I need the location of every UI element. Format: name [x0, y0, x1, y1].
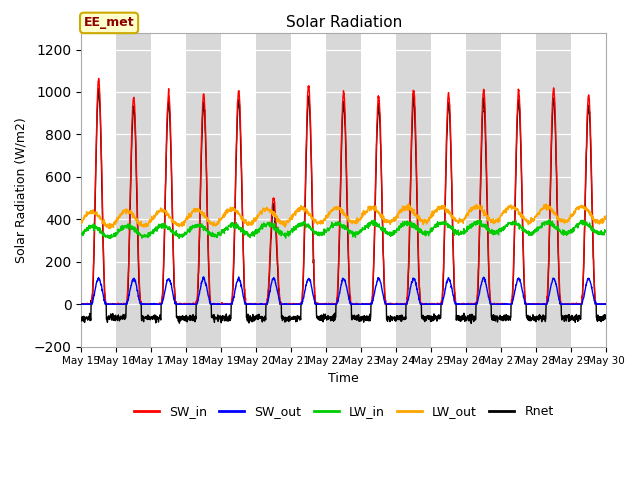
- Title: Solar Radiation: Solar Radiation: [285, 15, 402, 30]
- Bar: [116, 33, 151, 347]
- Legend: SW_in, SW_out, LW_in, LW_out, Rnet: SW_in, SW_out, LW_in, LW_out, Rnet: [129, 400, 559, 423]
- X-axis label: Time: Time: [328, 372, 359, 385]
- Bar: [256, 33, 291, 347]
- Bar: [466, 33, 501, 347]
- Bar: [536, 33, 571, 347]
- Bar: [396, 33, 431, 347]
- Bar: [326, 33, 361, 347]
- Bar: [186, 33, 221, 347]
- Text: EE_met: EE_met: [84, 16, 134, 29]
- Y-axis label: Solar Radiation (W/m2): Solar Radiation (W/m2): [15, 117, 28, 263]
